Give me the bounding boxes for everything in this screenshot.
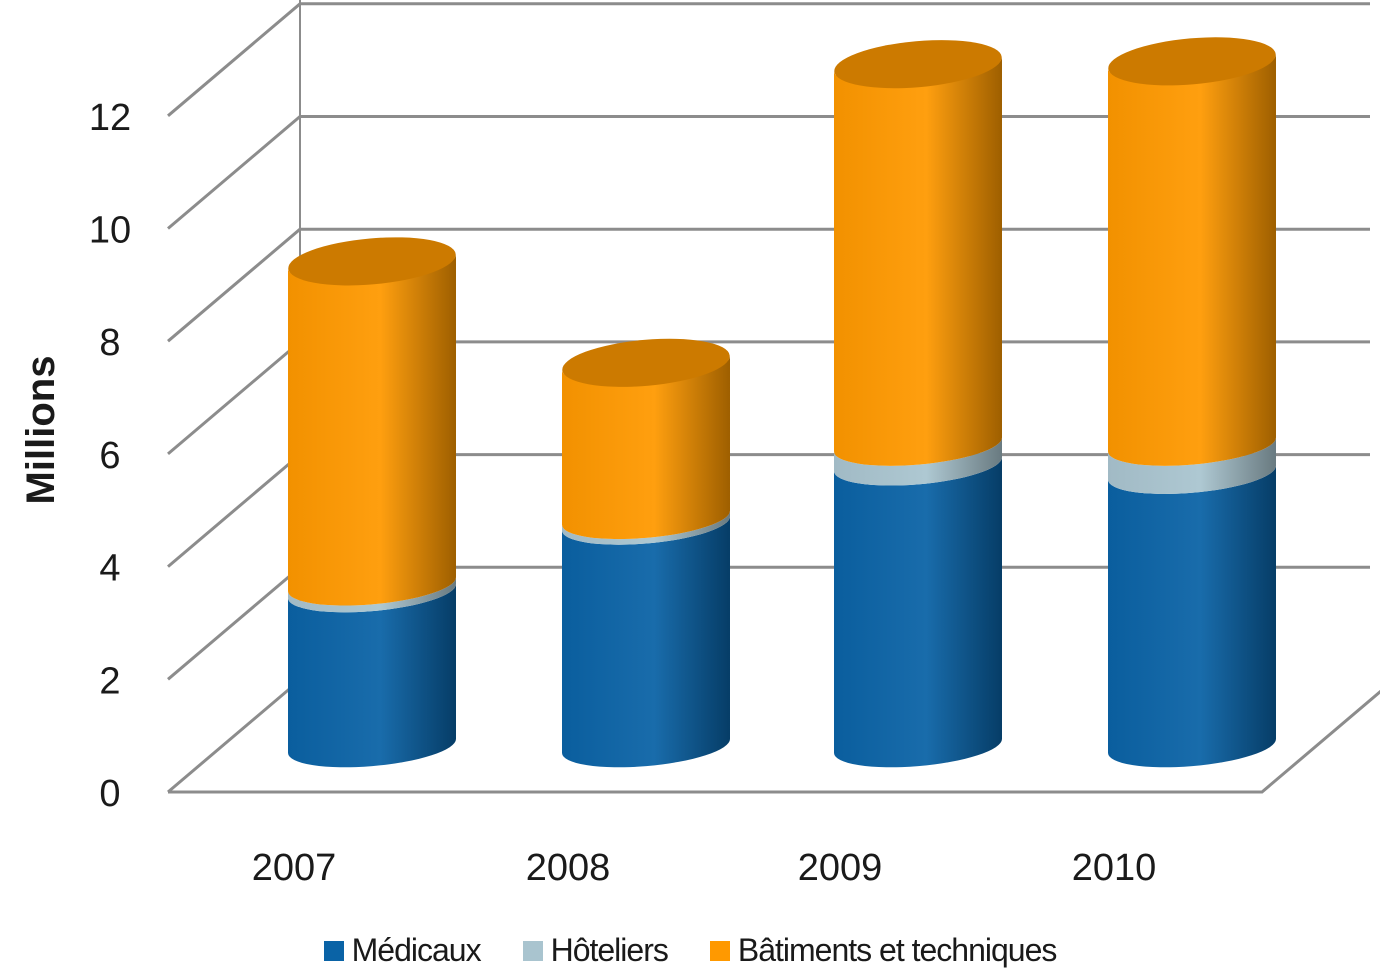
gridline-depth xyxy=(167,566,301,681)
gridline-depth xyxy=(167,678,301,794)
x-tick-label: 2010 xyxy=(1072,847,1157,889)
bar-segment-2010-2 xyxy=(1108,54,1277,466)
gridline-depth xyxy=(167,453,301,568)
gridline-depth xyxy=(167,2,301,117)
legend-label-batiments: Bâtiments et techniques xyxy=(737,932,1058,968)
legend-item-hoteliers: Hôteliers xyxy=(522,932,669,969)
legend-swatch-batiments xyxy=(709,940,730,961)
bar-cap-2009 xyxy=(834,40,1002,89)
bar-cap-2010 xyxy=(1108,37,1276,86)
bar-segment-2008-0 xyxy=(562,516,731,768)
bar-segment-2009-2 xyxy=(834,57,1003,466)
bar-cap-2008 xyxy=(562,338,730,387)
y-tick-label: 0 xyxy=(99,773,120,815)
legend-label-medicaux: Médicaux xyxy=(351,932,482,968)
bar-stack-2010 xyxy=(1108,37,1277,768)
bar-segment-2007-0 xyxy=(288,584,457,768)
legend-swatch-medicaux xyxy=(323,940,344,961)
bar-segment-2007-1 xyxy=(288,577,457,613)
x-tick-label: 2007 xyxy=(252,847,337,889)
bar-segment-2010-0 xyxy=(1108,465,1277,768)
gridline-depth xyxy=(167,115,301,230)
y-tick-label: 8 xyxy=(99,322,120,364)
legend-item-medicaux: Médicaux xyxy=(323,932,482,969)
floor-edge xyxy=(168,689,1380,794)
bar-segment-2008-2 xyxy=(562,355,731,540)
x-tick-label: 2008 xyxy=(526,847,611,889)
y-tick-label: 4 xyxy=(99,548,120,590)
y-tick-label: 12 xyxy=(89,97,131,139)
y-axis-ticks: 0 2 4 6 8 10 12 xyxy=(89,97,131,815)
bar-segment-2008-1 xyxy=(562,510,731,545)
y-axis-label: Millions xyxy=(19,356,63,505)
stacked-cylinder-chart: 0 2 4 6 8 10 12 2007 2008 2009 2010 Millions xyxy=(19,0,1380,889)
gridline-depth xyxy=(167,228,301,343)
bars xyxy=(288,37,1277,768)
bar-segment-2007-2 xyxy=(288,254,457,606)
bar-segment-2009-0 xyxy=(834,457,1003,768)
bar-segment-2009-1 xyxy=(834,437,1003,486)
legend-label-hoteliers: Hôteliers xyxy=(550,932,669,968)
x-tick-label: 2009 xyxy=(798,847,883,889)
y-tick-label: 6 xyxy=(99,435,120,477)
bar-segment-2010-1 xyxy=(1108,437,1277,494)
gridline-depth xyxy=(167,340,301,456)
bar-stack-2007 xyxy=(288,237,457,768)
legend-swatch-hoteliers xyxy=(522,940,543,961)
y-tick-label: 10 xyxy=(89,210,131,252)
legend-item-batiments: Bâtiments et techniques xyxy=(709,932,1058,969)
x-axis-ticks: 2007 2008 2009 2010 xyxy=(252,847,1157,889)
y-tick-label: 2 xyxy=(99,660,120,702)
bar-stack-2009 xyxy=(834,40,1003,768)
bar-stack-2008 xyxy=(562,338,731,768)
bar-cap-2007 xyxy=(288,237,456,286)
legend: Médicaux Hôteliers Bâtiments et techniqu… xyxy=(0,928,1380,973)
